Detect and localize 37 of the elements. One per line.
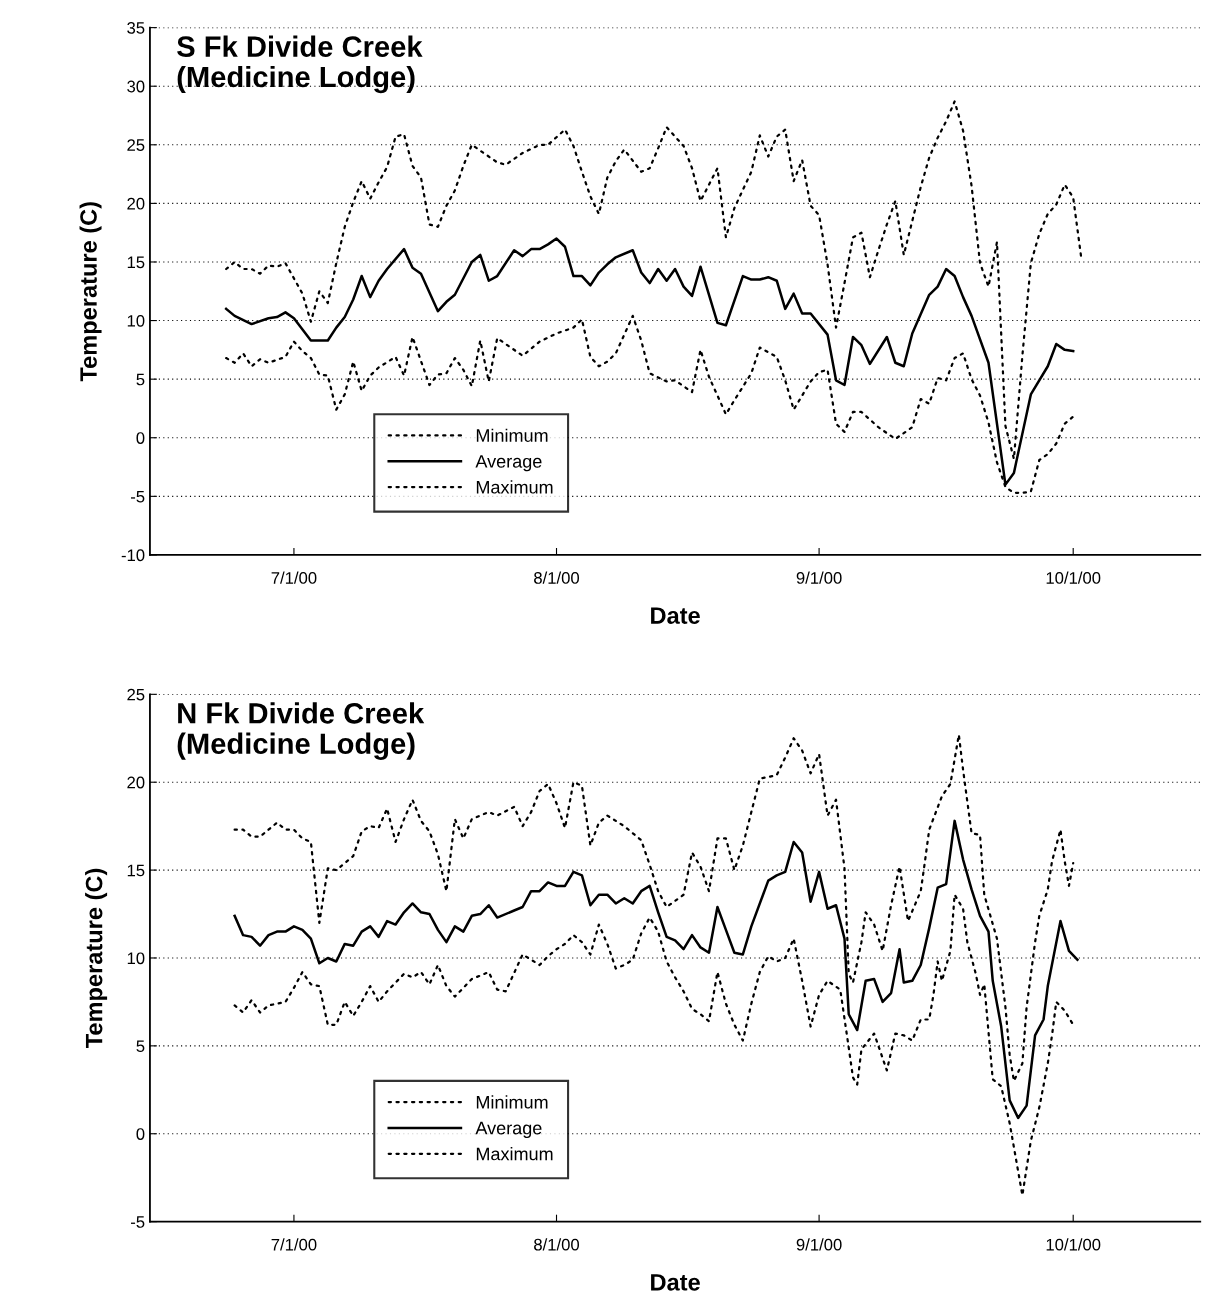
- y-tick-label: 5: [136, 1040, 145, 1053]
- legend-label: Average: [475, 1121, 542, 1139]
- y-tick-label: 35: [127, 22, 145, 34]
- x-axis-title: Date: [651, 607, 700, 624]
- y-tick-label: -5: [131, 1216, 145, 1228]
- y-tick-label: 20: [127, 197, 145, 210]
- x-tick-label: 8/1/00: [534, 571, 580, 584]
- x-tick-label: 10/1/00: [1046, 1238, 1101, 1251]
- x-axis-title: Date: [651, 1274, 700, 1291]
- x-tick-label: 10/1/00: [1046, 571, 1101, 584]
- x-tick-label: 9/1/00: [796, 1238, 842, 1251]
- y-axis-title: Temperature (C): [79, 202, 102, 382]
- y-tick-label: 0: [136, 432, 145, 444]
- y-tick-label: 15: [127, 256, 145, 269]
- legend-label: Maximum: [476, 1147, 553, 1161]
- legend-label: Maximum: [476, 480, 553, 494]
- text: N Fk Divide Creek (Medicine Lodge): [177, 702, 425, 760]
- y-axis-title: Temperature (C): [85, 868, 108, 1049]
- text: S Fk Divide Creek (Medicine Lodge): [177, 35, 423, 94]
- x-tick-label: 8/1/00: [534, 1238, 580, 1251]
- x-tick-label: 7/1/00: [271, 1238, 317, 1251]
- y-tick-label: 15: [127, 864, 145, 877]
- x-tick-label: 9/1/00: [796, 571, 842, 584]
- y-tick-label: -10: [121, 549, 145, 562]
- y-tick-label: 25: [127, 688, 145, 701]
- x-tick-label: 7/1/00: [271, 571, 317, 584]
- y-tick-label: 30: [127, 80, 145, 93]
- y-tick-label: 5: [136, 373, 145, 386]
- y-tick-label: 0: [136, 1128, 145, 1140]
- y-tick-label: 20: [127, 776, 145, 789]
- legend-label: Minimum: [476, 428, 548, 442]
- legend-label: Average: [475, 455, 542, 472]
- legend-label: Minimum: [476, 1095, 548, 1109]
- y-tick-label: 25: [127, 139, 145, 151]
- y-tick-label: -5: [131, 490, 145, 503]
- y-tick-label: 10: [127, 314, 145, 327]
- y-tick-label: 10: [127, 952, 145, 965]
